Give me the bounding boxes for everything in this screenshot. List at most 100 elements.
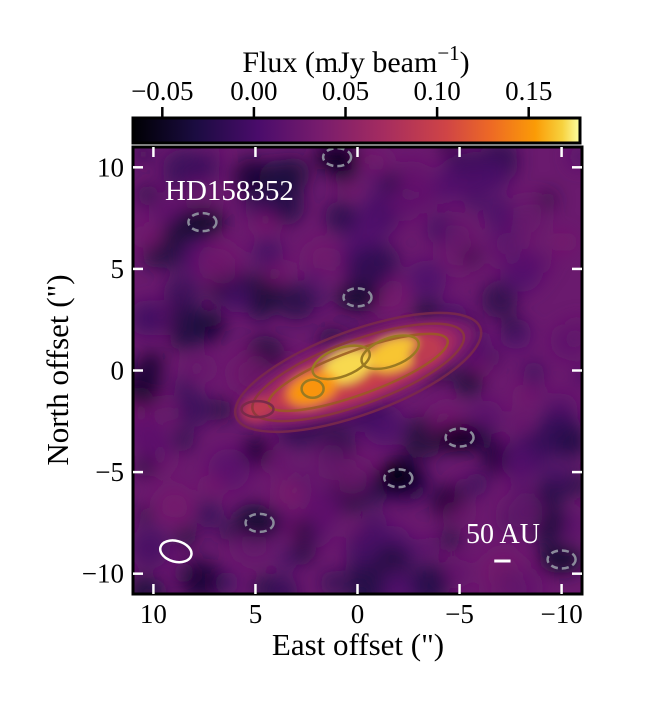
- positive-contour: [240, 399, 275, 419]
- peak-contour: [311, 344, 372, 381]
- target-name-label: HD158352: [165, 175, 294, 207]
- noise-blob: [345, 570, 386, 594]
- x-tick-label: −10: [540, 599, 582, 629]
- x-tick-label: 10: [140, 599, 167, 629]
- noise-blob: [133, 299, 166, 336]
- noise-blob: [241, 436, 272, 466]
- noise-blob: [137, 225, 160, 249]
- noise-blob: [573, 368, 582, 385]
- noise-blob: [386, 185, 422, 222]
- negative-hole: [237, 508, 282, 537]
- noise-blob: [568, 147, 582, 169]
- noise-blob: [252, 236, 284, 268]
- noise-blob: [173, 389, 212, 428]
- colorbar-tick-label: 0.10: [413, 76, 460, 106]
- noise-blob: [155, 487, 194, 525]
- negative-contour: [546, 549, 577, 570]
- noise-blob: [219, 524, 236, 541]
- negative-hole: [180, 208, 225, 237]
- noise-blob: [324, 200, 358, 234]
- colorbar-tick-label: 0.15: [505, 76, 552, 106]
- noise-blob: [142, 243, 168, 269]
- noise-blob: [292, 519, 315, 542]
- noise-blob: [275, 479, 305, 509]
- negative-contour: [244, 512, 275, 534]
- noise-blob: [557, 426, 582, 458]
- noise-blob: [366, 170, 385, 189]
- noise-blob: [163, 275, 201, 312]
- noise-blob: [462, 248, 480, 265]
- noise-blob: [472, 156, 511, 194]
- noise-blob: [465, 472, 489, 496]
- colorbar-label: Flux (mJy beam−1): [242, 41, 469, 79]
- noise-blob: [441, 147, 459, 156]
- positive-contour: [251, 322, 466, 423]
- noise-blob: [136, 184, 158, 206]
- noise-blob: [413, 188, 437, 213]
- noise-blob: [501, 492, 544, 535]
- noise-blob: [133, 367, 162, 408]
- noise-blob: [553, 232, 573, 252]
- noise-blob: [522, 360, 546, 384]
- noise-blob: [171, 428, 195, 452]
- noise-blob: [162, 245, 186, 269]
- noise-blob: [487, 232, 524, 268]
- y-tick-label: −10: [82, 559, 124, 589]
- colorbar: −0.05 0.00 0.05 0.10 0.15 Flux (mJy beam−1): [131, 41, 582, 145]
- colorbar-tick-label: 0.05: [322, 76, 369, 106]
- y-tick-label: 10: [97, 152, 124, 182]
- negative-contour: [342, 287, 373, 308]
- noise-blob: [276, 157, 310, 192]
- noise-blob: [443, 218, 476, 250]
- beam-ellipse: [158, 539, 193, 564]
- x-tick-label: 0: [351, 599, 365, 629]
- negative-contour: [383, 467, 414, 489]
- noise-blob: [183, 354, 212, 383]
- noise-blob: [195, 500, 224, 529]
- noise-blob: [483, 196, 514, 227]
- noise-blob: [562, 318, 582, 353]
- noise-blob: [418, 536, 440, 558]
- noise-blob: [222, 282, 253, 313]
- noise-blob: [441, 558, 472, 589]
- noise-blob: [181, 177, 219, 216]
- noise-blob: [136, 506, 153, 523]
- y-axis-label: North offset ("): [40, 274, 75, 465]
- negative-contour: [321, 147, 353, 168]
- positive-contour: [233, 311, 483, 434]
- noise-blob: [302, 487, 344, 530]
- noise-blob: [189, 152, 220, 183]
- peak-contour: [360, 334, 420, 371]
- noise-blob: [510, 468, 530, 489]
- noise-blob: [469, 358, 487, 375]
- negative-contour: [444, 427, 475, 448]
- noise-blob: [501, 443, 537, 480]
- noise-blob: [449, 154, 471, 176]
- noise-blob: [526, 382, 545, 401]
- y-tick-label: 5: [111, 254, 125, 284]
- noise-blob: [160, 221, 190, 251]
- noise-blob: [407, 260, 447, 299]
- negative-contour: [187, 211, 218, 233]
- noise-blob: [357, 147, 378, 166]
- noise-blob: [439, 528, 461, 550]
- noise-blob: [203, 475, 224, 496]
- noise-blob: [210, 398, 233, 421]
- noise-blob: [534, 479, 566, 510]
- noise-blob: [501, 568, 543, 594]
- negative-hole: [539, 545, 582, 574]
- noise-blob: [320, 570, 347, 594]
- noise-blob: [305, 268, 324, 287]
- scale-bar-label: 50 AU: [466, 519, 540, 550]
- noise-blob: [276, 282, 316, 321]
- noise-blob: [530, 250, 553, 274]
- peak-contour: [300, 378, 325, 400]
- noise-blob: [343, 181, 360, 198]
- x-axis-label: East offset ("): [272, 627, 444, 662]
- noise-blob: [179, 558, 222, 594]
- negative-hole: [437, 423, 482, 452]
- noise-blob: [509, 196, 548, 236]
- negative-hole: [376, 464, 421, 493]
- noise-blob: [197, 242, 241, 285]
